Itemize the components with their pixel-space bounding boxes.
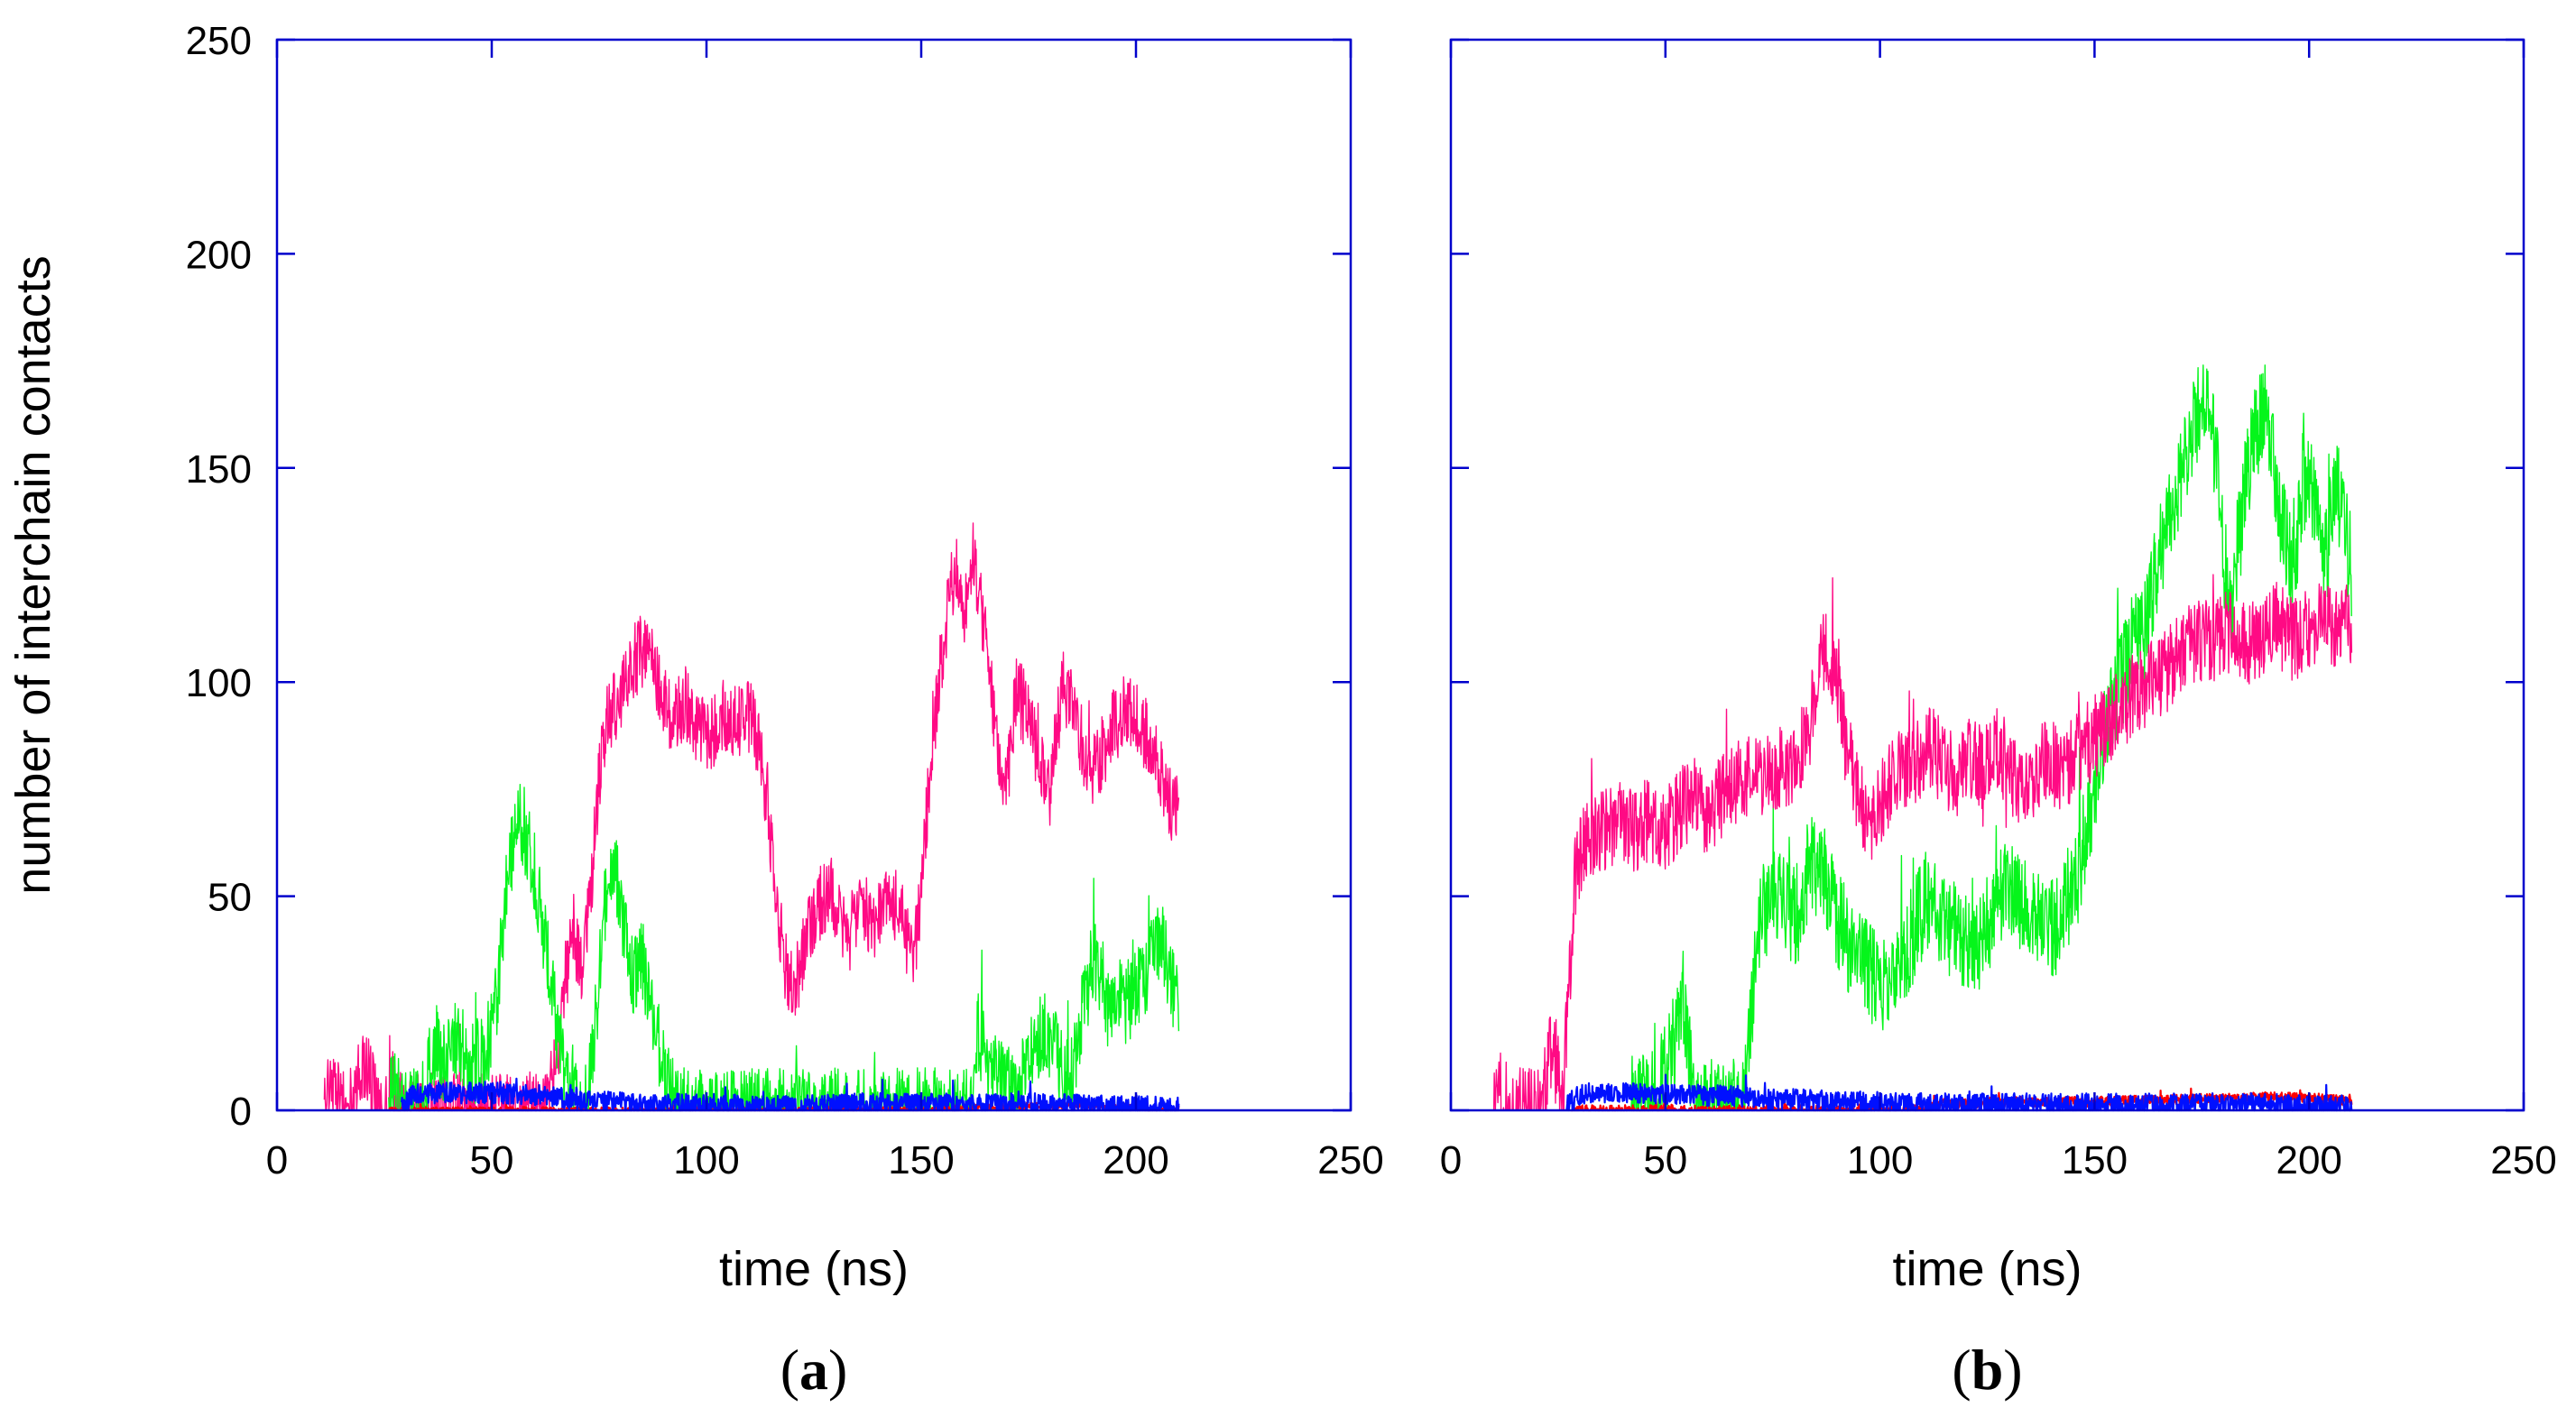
panel-a-caption: (a) [780, 1338, 848, 1402]
series-line-green [388, 784, 1180, 1111]
y-tick-label: 100 [186, 661, 252, 705]
x-tick-label: 100 [673, 1138, 739, 1182]
y-axis-label: number of interchain contacts [6, 255, 60, 894]
x-tick-label: 100 [1847, 1138, 1913, 1182]
y-tick-label: 150 [186, 447, 252, 492]
y-tick-label: 50 [208, 876, 252, 920]
panel-a-y-tick-labels: 0 50 100 150 200 250 [186, 19, 252, 1134]
panel-a-ticks [275, 38, 1353, 1112]
x-tick-label: 0 [266, 1138, 288, 1182]
panel-b-x-axis-label: time (ns) [1892, 1242, 2082, 1296]
x-tick-label: 150 [888, 1138, 954, 1182]
x-tick-label: 0 [1440, 1138, 1462, 1182]
panel-a-letter: a [799, 1338, 828, 1402]
panel-b-letter: b [1971, 1338, 2004, 1402]
panel-b-ticks [1449, 38, 2525, 1112]
x-tick-label: 250 [2490, 1138, 2556, 1182]
x-tick-label: 50 [1643, 1138, 1687, 1182]
x-tick-label: 50 [470, 1138, 514, 1182]
panel-b-caption: (b) [1952, 1338, 2022, 1402]
y-tick-label: 200 [186, 233, 252, 277]
panel-a-x-axis-label: time (ns) [719, 1242, 909, 1296]
y-tick-label: 250 [186, 19, 252, 63]
panel-b: 0 50 100 150 200 250 time (ns) (b) [1440, 38, 2557, 1402]
series-line-magenta [1492, 574, 2353, 1111]
panel-b-x-tick-labels: 0 50 100 150 200 250 [1440, 1138, 2557, 1182]
x-tick-label: 200 [1103, 1138, 1168, 1182]
x-tick-label: 150 [2062, 1138, 2128, 1182]
panel-a-x-tick-labels: 0 50 100 150 200 250 [266, 1138, 1384, 1182]
series-line-magenta [323, 522, 1180, 1111]
panel-a: 0 50 100 150 200 250 0 50 100 150 200 25… [6, 19, 1384, 1402]
x-tick-label: 200 [2276, 1138, 2341, 1182]
x-tick-label: 250 [1317, 1138, 1383, 1182]
panel-b-plot-frame [1449, 38, 2525, 1112]
y-tick-label: 0 [230, 1090, 252, 1134]
panel-a-plot-frame [275, 38, 1353, 1112]
